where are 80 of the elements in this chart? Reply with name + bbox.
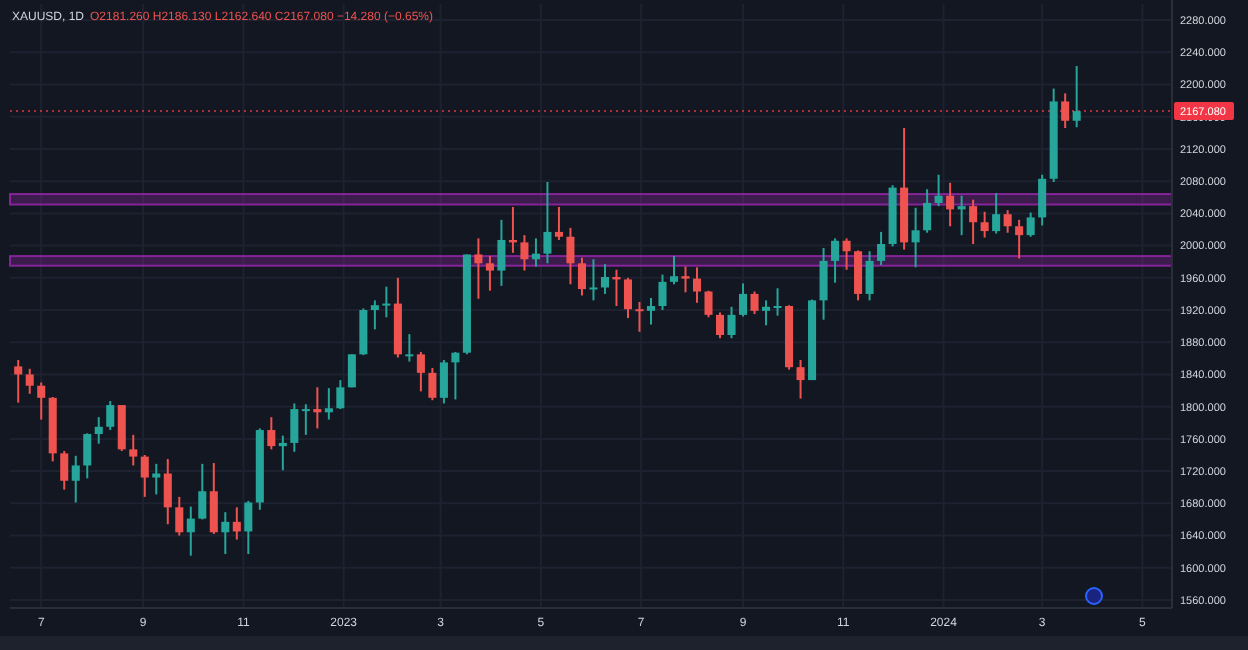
candlestick: [71, 454, 80, 504]
candlestick: [324, 387, 333, 421]
candlestick: [877, 230, 886, 266]
candlestick: [750, 290, 759, 316]
candlestick: [923, 188, 932, 234]
candlestick: [796, 358, 805, 400]
candlestick: [497, 218, 506, 287]
candlestick: [451, 350, 460, 401]
candlestick: [186, 505, 195, 557]
candlestick: [428, 367, 437, 402]
candlestick: [658, 273, 667, 312]
candlestick: [969, 198, 978, 245]
candlestick: [566, 226, 575, 286]
candlestick: [589, 258, 598, 302]
candlestick: [129, 433, 138, 467]
candlestick: [117, 404, 126, 452]
candlestick: [577, 256, 586, 297]
candlestick: [554, 205, 563, 241]
candlestick: [336, 379, 345, 411]
candlestick: [14, 358, 23, 404]
candlestick: [416, 350, 425, 393]
candlestick: [704, 289, 713, 319]
candlestick: [992, 192, 1001, 235]
candlestick: [94, 416, 103, 445]
candlestick: [152, 462, 161, 496]
candlestick: [520, 234, 529, 272]
candlestick: [163, 458, 172, 526]
candlestick: [83, 432, 92, 480]
candlestick: [301, 403, 310, 436]
candlestick: [762, 299, 771, 327]
candlestick: [209, 462, 218, 535]
candlestick: [739, 282, 748, 318]
candlestick: [175, 495, 184, 537]
candlestick: [946, 181, 955, 228]
candlestick: [727, 305, 736, 340]
candlestick: [359, 307, 368, 357]
candlestick: [25, 367, 34, 395]
candlestick: [831, 237, 840, 284]
candlestick: [911, 206, 920, 269]
candlestick: [439, 358, 448, 405]
candlestick: [278, 434, 287, 472]
candlestick: [1026, 211, 1035, 238]
candlestick: [842, 237, 851, 271]
candlestick: [1015, 218, 1024, 260]
candlestick: [106, 400, 115, 432]
candlestick: [646, 296, 656, 326]
candlestick: [773, 287, 782, 317]
candlestick: [623, 276, 633, 320]
candlestick: [934, 173, 943, 208]
candlestick: [635, 300, 644, 333]
candlestick: [669, 255, 679, 286]
candlestick: [819, 247, 828, 321]
candlestick: [543, 180, 552, 265]
candlestick: [405, 333, 414, 363]
candlestick: [221, 511, 230, 556]
candlestick: [244, 499, 253, 556]
candlestick: [1003, 209, 1012, 234]
candlestick: [313, 386, 322, 430]
candlestick: [980, 210, 989, 239]
candlestick: [600, 263, 609, 295]
candlestick: [854, 249, 863, 302]
candlestick: [692, 266, 702, 304]
candlestick: [60, 449, 69, 491]
candlestick: [1072, 65, 1081, 129]
candlestick: [715, 311, 725, 340]
candlestick: [612, 268, 621, 307]
candlestick: [1061, 92, 1070, 130]
candlestick: [1038, 173, 1047, 227]
candlestick: [290, 402, 299, 453]
candlestick: [681, 265, 690, 294]
candlestick: [37, 381, 46, 421]
candlestick: [140, 453, 149, 498]
candlestick: [347, 353, 356, 389]
candlestick: [474, 237, 483, 300]
candlestick: [865, 250, 874, 302]
candlestick: [957, 194, 966, 237]
candlestick: [267, 416, 276, 451]
candlestick: [232, 506, 241, 541]
candlestick: [198, 462, 207, 521]
candlestick: [485, 255, 494, 292]
